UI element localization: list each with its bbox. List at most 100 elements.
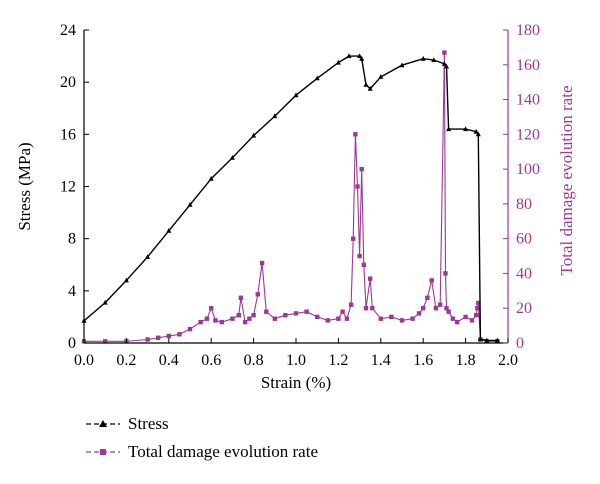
- damage-point: [272, 316, 277, 321]
- legend-label-stress: Stress: [128, 414, 169, 433]
- stress-point: [475, 131, 481, 137]
- y2-tick-label: 40: [516, 265, 532, 282]
- damage-point: [416, 311, 422, 316]
- damage-point: [166, 333, 171, 339]
- x-tick-label: 0.8: [244, 352, 264, 369]
- stress-point: [123, 277, 129, 283]
- legend-label-damage: Total damage evolution rate: [128, 442, 318, 461]
- stress-point: [335, 59, 341, 65]
- stress-legend-swatch: [86, 420, 120, 427]
- damage-point: [429, 278, 434, 283]
- x-tick-label: 1.2: [328, 352, 348, 369]
- damage-point: [450, 316, 456, 321]
- stress-point: [378, 74, 384, 79]
- damage-point: [469, 318, 475, 323]
- legend-item-damage: Total damage evolution rate: [84, 442, 318, 462]
- y2-tick-label: 0: [516, 335, 524, 352]
- legend-item-stress: Stress: [84, 414, 169, 434]
- y2-tick-label: 100: [516, 161, 540, 178]
- stress-point: [441, 61, 447, 66]
- damage-point: [259, 260, 265, 266]
- damage-point: [442, 50, 447, 55]
- x-tick-label: 1.0: [286, 352, 306, 369]
- stress-point: [314, 75, 320, 81]
- stress-point: [187, 202, 193, 207]
- damage-point: [421, 306, 426, 311]
- damage-point: [444, 306, 449, 311]
- stress-point: [494, 337, 500, 343]
- stress-point: [346, 53, 352, 59]
- damage-point: [204, 316, 210, 321]
- y-tick-label: 24: [60, 22, 76, 39]
- damage-point: [219, 319, 224, 325]
- damage-point: [433, 306, 439, 311]
- stress-point: [357, 53, 363, 59]
- damage-point: [293, 311, 299, 316]
- damage-point: [363, 306, 369, 311]
- y-tick-label: 4: [68, 283, 76, 300]
- stress-point: [293, 92, 299, 98]
- damage-point: [145, 337, 150, 342]
- stress-point: [359, 55, 365, 61]
- damage-point: [304, 309, 309, 314]
- stress-point: [363, 82, 369, 87]
- damage-point: [187, 326, 193, 332]
- stress-point: [463, 126, 469, 132]
- y2-tick-label: 60: [516, 231, 532, 248]
- stress-point: [431, 57, 437, 62]
- damage-point: [463, 314, 468, 320]
- damage-point: [247, 316, 252, 321]
- y2-tick-label: 20: [516, 300, 532, 317]
- damage-point: [213, 318, 218, 323]
- y2-tick-label: 140: [516, 92, 540, 109]
- y-tick-label: 16: [60, 126, 76, 143]
- damage-point: [336, 316, 341, 321]
- damage-point: [198, 319, 203, 325]
- damage-legend-swatch: [86, 449, 120, 455]
- x-tick-label: 0.2: [116, 352, 136, 369]
- stress-series-line: [83, 55, 498, 342]
- stress-point: [444, 63, 449, 69]
- y-tick-label: 20: [60, 74, 76, 91]
- y-tick-label: 0: [68, 335, 76, 352]
- damage-point: [425, 295, 430, 300]
- x-tick-label: 1.4: [371, 352, 391, 369]
- damage-point: [156, 335, 161, 340]
- damage-point: [368, 276, 373, 281]
- damage-point: [454, 319, 460, 325]
- stress-point: [473, 128, 479, 134]
- damage-point: [474, 313, 479, 318]
- damage-point: [476, 300, 481, 306]
- damage-series-line: [84, 52, 498, 342]
- damage-point: [255, 292, 260, 297]
- damage-point: [357, 253, 362, 259]
- stress-point: [166, 228, 172, 233]
- stress-point: [484, 337, 490, 343]
- stress-point: [208, 175, 214, 181]
- x-tick-label: 2.0: [498, 352, 518, 369]
- damage-point: [230, 316, 235, 321]
- damage-point: [177, 332, 182, 337]
- x-tick-label: 1.8: [456, 352, 476, 369]
- x-axis-label: Strain (%): [261, 373, 331, 392]
- damage-point: [438, 302, 443, 307]
- x-tick-label: 0.4: [159, 352, 179, 369]
- damage-point: [236, 313, 241, 318]
- damage-point: [264, 309, 269, 314]
- damage-point: [340, 309, 345, 314]
- stress-point: [102, 299, 108, 305]
- y-tick-label: 8: [68, 231, 76, 248]
- damage-point: [351, 236, 356, 241]
- stress-point: [420, 55, 426, 61]
- damage-point: [359, 166, 364, 172]
- damage-point: [378, 316, 383, 321]
- damage-point: [443, 271, 448, 276]
- damage-point: [315, 314, 320, 320]
- y-axis-label: Stress (MPa): [15, 142, 34, 230]
- damage-point: [355, 184, 360, 189]
- damage-point: [399, 318, 405, 323]
- damage-point: [325, 318, 330, 323]
- damage-point: [389, 314, 394, 320]
- damage-point: [370, 306, 375, 311]
